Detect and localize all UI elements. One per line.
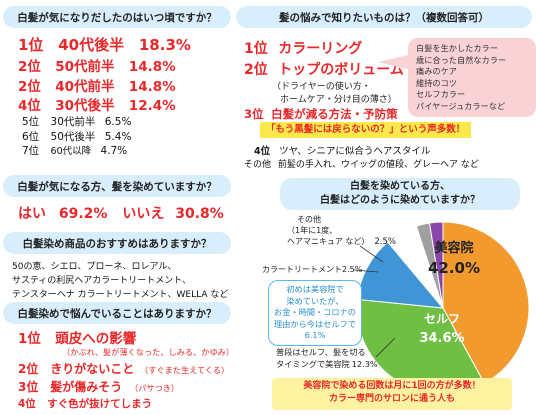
q2-rank1: 1位 カラーリング	[244, 41, 363, 57]
q1-item: 2位 40代前半 14.8%	[18, 79, 176, 95]
q2-callout-line: セルフカラー	[416, 89, 466, 99]
q1-item: 1位 40代後半 18.3%	[18, 36, 191, 54]
q4-line: テンスターヘナ カラートリートメント、WELLA など	[12, 290, 229, 300]
q2-callout-line: 歳に合った自然なカラー	[416, 54, 507, 65]
q3-header: 白髪が気になる方、髪を染めていますか？	[3, 175, 231, 197]
q1-header: 白髪が気になりだしたのはいつ頃ですか？	[3, 6, 231, 28]
pie-label-other: その他 （1年に1度、 ヘアマニキュア など） 2.5%	[287, 215, 396, 247]
q6-bubble: 初めは美容院で 染めていたが、 お金・時間・コロナの 理由から今はセルフで 6.…	[268, 280, 362, 346]
q2-callout: 白髪を生かしたカラー 歳に合った自然なカラー 痛みのケア 維持のコツ セルフカラ…	[408, 38, 536, 117]
q4-line: サスティの利尻ヘアカラートリートメント、	[12, 276, 192, 286]
q2-callout-line: 維持のコツ	[416, 77, 457, 88]
q1-header-text: 白髪が気になりだしたのはいつ頃ですか？	[17, 11, 217, 24]
q5-item-sub: （かぶれ、髪が薄くなった、しみる、かゆみ）	[62, 347, 235, 357]
pie-slice	[428, 221, 444, 309]
callout-pointer	[378, 54, 412, 70]
q1-item: 7位 60代以降 4.7%	[22, 145, 128, 157]
q2-header: 髪の悩みで知りたいものは？（複数回答可）	[236, 6, 532, 28]
q3-header-text: 白髪が気になる方、髪を染めていますか？	[17, 180, 217, 193]
q4-header: 白髪染め商品のおすすめはありますか？	[3, 232, 231, 254]
pie-slice	[442, 221, 530, 385]
q2-rank2-sub1: （ドライヤーの使い方・	[272, 82, 371, 92]
q2-rank3: 3位 白髪が減る方法・予防策	[244, 107, 398, 121]
q5-item: 4位 すぐ色が抜けてしまう	[18, 398, 153, 410]
q2-rank4: 4位 ツヤ、シニアに似合うヘアスタイル	[254, 146, 431, 157]
q6-note-line2: カラー専門のサロンに通う人も	[328, 394, 455, 404]
q1-item: 6位 50代後半 5.4%	[22, 131, 132, 143]
q2-callout-line: 白髪を生かしたカラー	[416, 43, 498, 53]
q2-highlight: 「もう黒髪には戻らないの？」という声多数！	[260, 122, 472, 138]
q6-header: 白髪を染めている方、 白髪はどのように染めていますか？	[280, 178, 520, 210]
q2-callout-line: パイヤージュカラーなど	[416, 100, 506, 111]
pie-label-salon: 美容院	[434, 240, 473, 256]
q2-callout-line: 痛みのケア	[416, 66, 457, 76]
q5-item: 3位 髪が傷みそう （パサつき）	[18, 380, 180, 394]
q2-rank2-sub2: ホームケア・分け目の薄さ）	[280, 95, 397, 105]
pie-pct-self: 34.6%	[419, 331, 464, 346]
q1-item: 4位 30代後半 12.4%	[18, 98, 176, 114]
q2-header-text: 髪の悩みで知りたいものは？（複数回答可）	[279, 11, 489, 24]
pie-label-normal: 普段はセルフ、髪を切る タイミングで美容院 12.3%	[276, 347, 378, 369]
q6-header-line2: 白髪はどのように染めていますか？	[320, 195, 480, 206]
q5-header-text: 白髪染めで悩んでいることはありますか？	[17, 307, 217, 320]
q6-note-line1: 美容院で染める回数は月に1回の方が多数！	[303, 381, 481, 391]
pie-label-treatment: カラートリートメント2.5%	[262, 265, 363, 274]
q1-item: 5位 30代前半 6.5%	[22, 116, 132, 128]
q2-other: その他 前髪の手入れ、ウイッグの値段、グレーヘア など	[244, 160, 479, 170]
q4-line: 50の恵、シエロ、プローネ、ロレアル、	[12, 262, 177, 272]
q5-item: 1位 頭皮への影響	[18, 331, 137, 347]
q6-note: 美容院で染める回数は月に1回の方が多数！ カラー専門のサロンに通う人も	[272, 378, 512, 410]
q1-item: 2位 50代前半 14.8%	[18, 59, 176, 75]
q6-header-line1: 白髪を染めている方、	[350, 181, 450, 192]
q5-header: 白髪染めで悩んでいることはありますか？	[3, 302, 231, 324]
q3-result: はい 69.2% いいえ 30.8%	[18, 206, 224, 222]
q4-header-text: 白髪染め商品のおすすめはありますか？	[22, 237, 212, 250]
q5-item: 2位 きりがないこと （すぐまた生えてくる）	[18, 362, 230, 376]
q2-rank2: 2位 トップのボリューム	[244, 62, 404, 78]
pie-label-self: セルフ	[424, 312, 460, 326]
pie-pct-salon: 42.0%	[428, 259, 480, 277]
